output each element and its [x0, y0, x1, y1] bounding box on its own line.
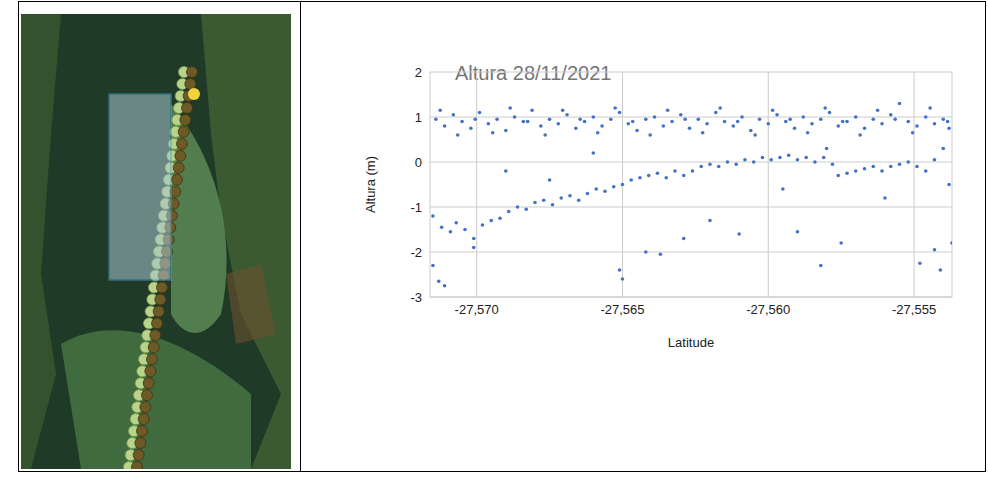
- svg-text:-1: -1: [410, 200, 422, 215]
- svg-text:-2: -2: [410, 245, 422, 260]
- svg-text:-27,570: -27,570: [455, 302, 499, 317]
- html-text:Altura 28/11/2021: Altura 28/11/2021: [455, 62, 612, 84]
- svg-text:-27,560: -27,560: [746, 302, 790, 317]
- svg-text:Latitude: Latitude: [668, 335, 714, 350]
- svg-text:1: 1: [415, 110, 422, 125]
- svg-text:2: 2: [415, 65, 422, 80]
- svg-text:-27,565: -27,565: [600, 302, 644, 317]
- svg-text:-27,555: -27,555: [892, 302, 936, 317]
- svg-text:Altura (m): Altura (m): [363, 156, 378, 213]
- svg-text:0: 0: [415, 155, 422, 170]
- svg-text:-3: -3: [410, 290, 422, 305]
